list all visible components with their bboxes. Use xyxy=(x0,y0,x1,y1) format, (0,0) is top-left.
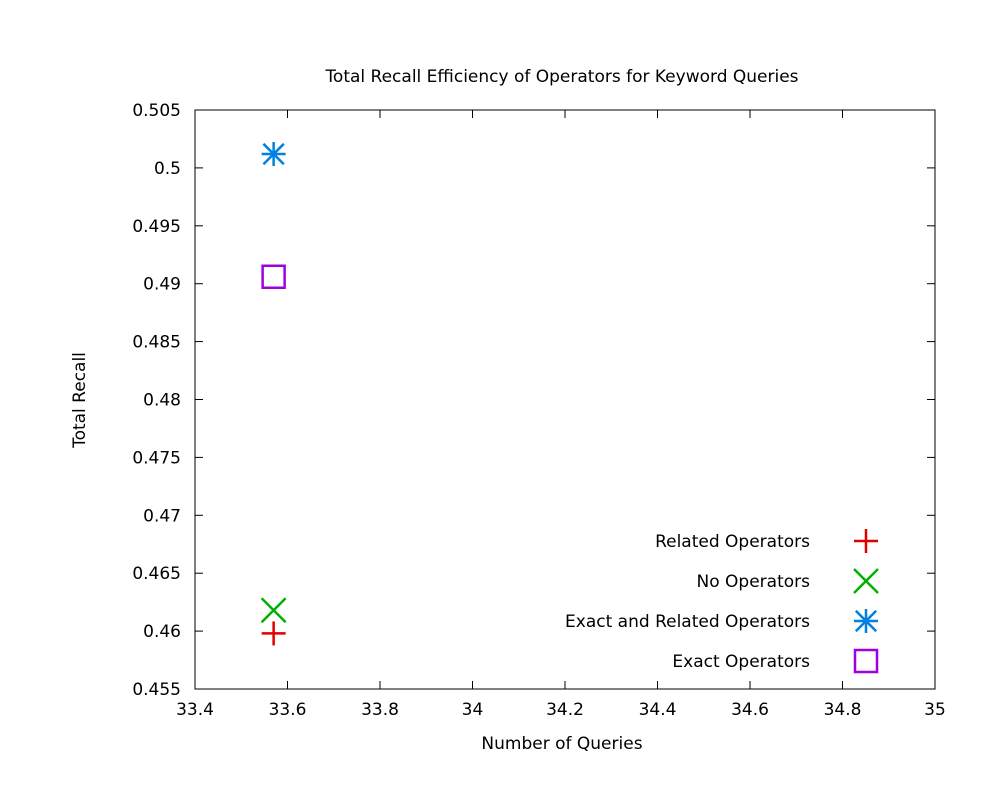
data-points xyxy=(260,142,287,646)
legend-marker xyxy=(853,648,879,674)
y-axis: 0.455 0.46 0.465 0.47 0.475 0.48 0.485 0.49 0.49… xyxy=(132,101,935,700)
y-tick-label: 0.47 xyxy=(143,506,181,526)
x-axis: 33.4 33.6 33.8 34 34.2 34.4 34.6 34.8 35 xyxy=(176,110,946,720)
x-tick-label: 33.8 xyxy=(361,700,399,720)
legend-marker xyxy=(854,529,878,553)
x-tick-label: 34.2 xyxy=(546,700,584,720)
legend: Related Operators No Operators Exact and R… xyxy=(565,529,879,674)
data-point xyxy=(261,142,286,167)
x-tick-label: 34.4 xyxy=(639,700,677,720)
legend-item: Exact and Related Operators xyxy=(565,609,878,633)
legend-label: Exact Operators xyxy=(672,652,810,672)
legend-label: Exact and Related Operators xyxy=(565,612,810,632)
chart-title: Total Recall Efficiency of Operators for… xyxy=(324,67,798,87)
x-tick-label: 35 xyxy=(924,700,946,720)
x-tick-label: 34 xyxy=(462,700,484,720)
y-tick-label: 0.475 xyxy=(132,448,181,468)
x-tick-label: 33.6 xyxy=(269,700,307,720)
data-point xyxy=(261,621,286,646)
y-tick-label: 0.465 xyxy=(132,564,181,584)
y-axis-label: Total Recall xyxy=(70,352,90,449)
legend-item: Exact Operators xyxy=(672,648,879,674)
plot-frame xyxy=(194,109,936,690)
data-point xyxy=(261,264,286,290)
y-tick-label: 0.455 xyxy=(132,680,181,700)
y-tick-label: 0.48 xyxy=(143,391,181,411)
legend-marker xyxy=(853,568,879,594)
legend-label: No Operators xyxy=(697,572,811,592)
data-point xyxy=(260,597,287,624)
x-tick-label: 33.4 xyxy=(176,700,214,720)
y-tick-label: 0.505 xyxy=(132,101,181,121)
legend-item: Related Operators xyxy=(655,529,878,553)
y-tick-label: 0.485 xyxy=(132,333,181,353)
legend-item: No Operators xyxy=(697,568,879,594)
y-tick-label: 0.5 xyxy=(154,159,181,179)
legend-label: Related Operators xyxy=(655,532,810,552)
y-tick-label: 0.49 xyxy=(143,275,181,295)
y-tick-label: 0.46 xyxy=(143,622,181,642)
y-tick-label: 0.495 xyxy=(132,217,181,237)
x-tick-label: 34.8 xyxy=(824,700,862,720)
x-tick-label: 34.6 xyxy=(731,700,769,720)
x-axis-label: Number of Queries xyxy=(481,734,642,754)
legend-marker xyxy=(854,609,878,633)
